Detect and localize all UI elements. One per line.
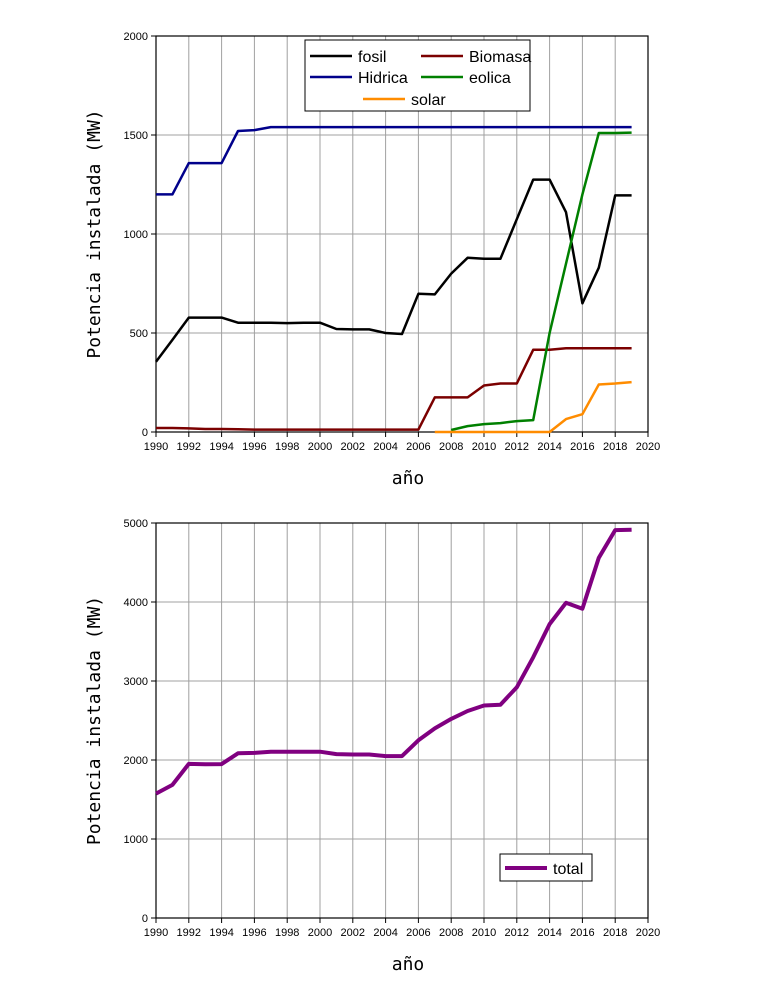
x-tick-label: 2018 xyxy=(603,927,627,939)
x-tick-label: 1990 xyxy=(144,441,168,453)
y-axis-title: Potencia instalada (MW) xyxy=(84,596,105,845)
x-tick-label: 2000 xyxy=(308,927,332,939)
legend-label-hidrica: Hidrica xyxy=(358,70,408,87)
series-line-hidrica xyxy=(156,125,632,196)
y-tick-label: 5000 xyxy=(124,518,148,530)
legend-box xyxy=(304,39,531,112)
x-tick-label: 2020 xyxy=(636,441,660,453)
x-tick-label: 2016 xyxy=(570,927,594,939)
legend-label-solar: solar xyxy=(411,92,446,109)
chart-top-svg: 1990 1992 1994 1996 1998 2000 2002 2004 2006 2008… xyxy=(84,31,660,489)
series-line-solar xyxy=(434,380,632,434)
y-tick-label: 500 xyxy=(130,328,148,340)
x-tick-label: 2004 xyxy=(373,441,397,453)
y-tick-label: 1000 xyxy=(124,229,148,241)
x-tick-label: 1998 xyxy=(275,441,299,453)
x-tick-label: 2018 xyxy=(603,441,627,453)
y-axis-title: Potencia instalada (MW) xyxy=(84,109,105,358)
chart-bottom-svg: 1990 1992 1994 1996 1998 2000 2002 2004 2006 2008… xyxy=(84,518,660,975)
x-tick-label: 1996 xyxy=(242,441,266,453)
y-tick-label: 0 xyxy=(142,913,148,925)
x-tick-label: 2020 xyxy=(636,927,660,939)
x-tick-label: 2008 xyxy=(439,441,463,453)
x-tick-label: 2014 xyxy=(537,441,561,453)
x-tick-label: 2016 xyxy=(570,441,594,453)
legend-label-fosil: fosil xyxy=(358,49,386,66)
x-tick-label: 2010 xyxy=(472,441,496,453)
x-tick-label: 1990 xyxy=(144,927,168,939)
y-tick-label: 2000 xyxy=(124,31,148,43)
y-tick-label: 1000 xyxy=(124,834,148,846)
x-tick-label: 1996 xyxy=(242,927,266,939)
legend: fosil Biomasa Hidrica eolica solar xyxy=(304,39,531,112)
x-tick-label: 2014 xyxy=(537,927,561,939)
chart-total-installed-power: 1990 1992 1994 1996 1998 2000 2002 2004 2006 2008… xyxy=(0,492,768,1004)
y-tick-label: 0 xyxy=(142,427,148,439)
x-tick-label: 1994 xyxy=(209,927,233,939)
x-tick-label: 2006 xyxy=(406,441,430,453)
x-tick-label: 2012 xyxy=(505,927,529,939)
x-tick-label: 2008 xyxy=(439,927,463,939)
x-tick-label: 1992 xyxy=(177,927,201,939)
x-tick-label: 2012 xyxy=(505,441,529,453)
x-tick-label: 2002 xyxy=(341,441,365,453)
y-tick-label: 2000 xyxy=(124,755,148,767)
chart-installed-power-by-source: 1990 1992 1994 1996 1998 2000 2002 2004 2006 2008… xyxy=(0,0,768,492)
y-tick-label: 1500 xyxy=(124,130,148,142)
x-tick-label: 2006 xyxy=(406,927,430,939)
legend-label-biomasa: Biomasa xyxy=(469,49,531,66)
x-axis-title: año xyxy=(392,954,425,975)
legend-label-total: total xyxy=(553,861,583,878)
x-tick-label: 1992 xyxy=(177,441,201,453)
series-line-eolica xyxy=(450,131,632,432)
x-tick-label: 2010 xyxy=(472,927,496,939)
plot-frame xyxy=(155,522,649,919)
x-tick-label: 1998 xyxy=(275,927,299,939)
legend: total xyxy=(499,853,593,882)
x-tick-label: 2002 xyxy=(341,927,365,939)
x-tick-label: 2000 xyxy=(308,441,332,453)
y-tick-label: 3000 xyxy=(124,676,148,688)
y-tick-label: 4000 xyxy=(124,597,148,609)
x-axis-title: año xyxy=(392,468,425,489)
legend-label-eolica: eolica xyxy=(469,70,511,87)
series-line-fosil xyxy=(155,178,632,363)
series-line-biomasa xyxy=(156,346,632,431)
series-line-total xyxy=(155,527,632,796)
x-tick-label: 2004 xyxy=(373,927,397,939)
x-tick-label: 1994 xyxy=(209,441,233,453)
